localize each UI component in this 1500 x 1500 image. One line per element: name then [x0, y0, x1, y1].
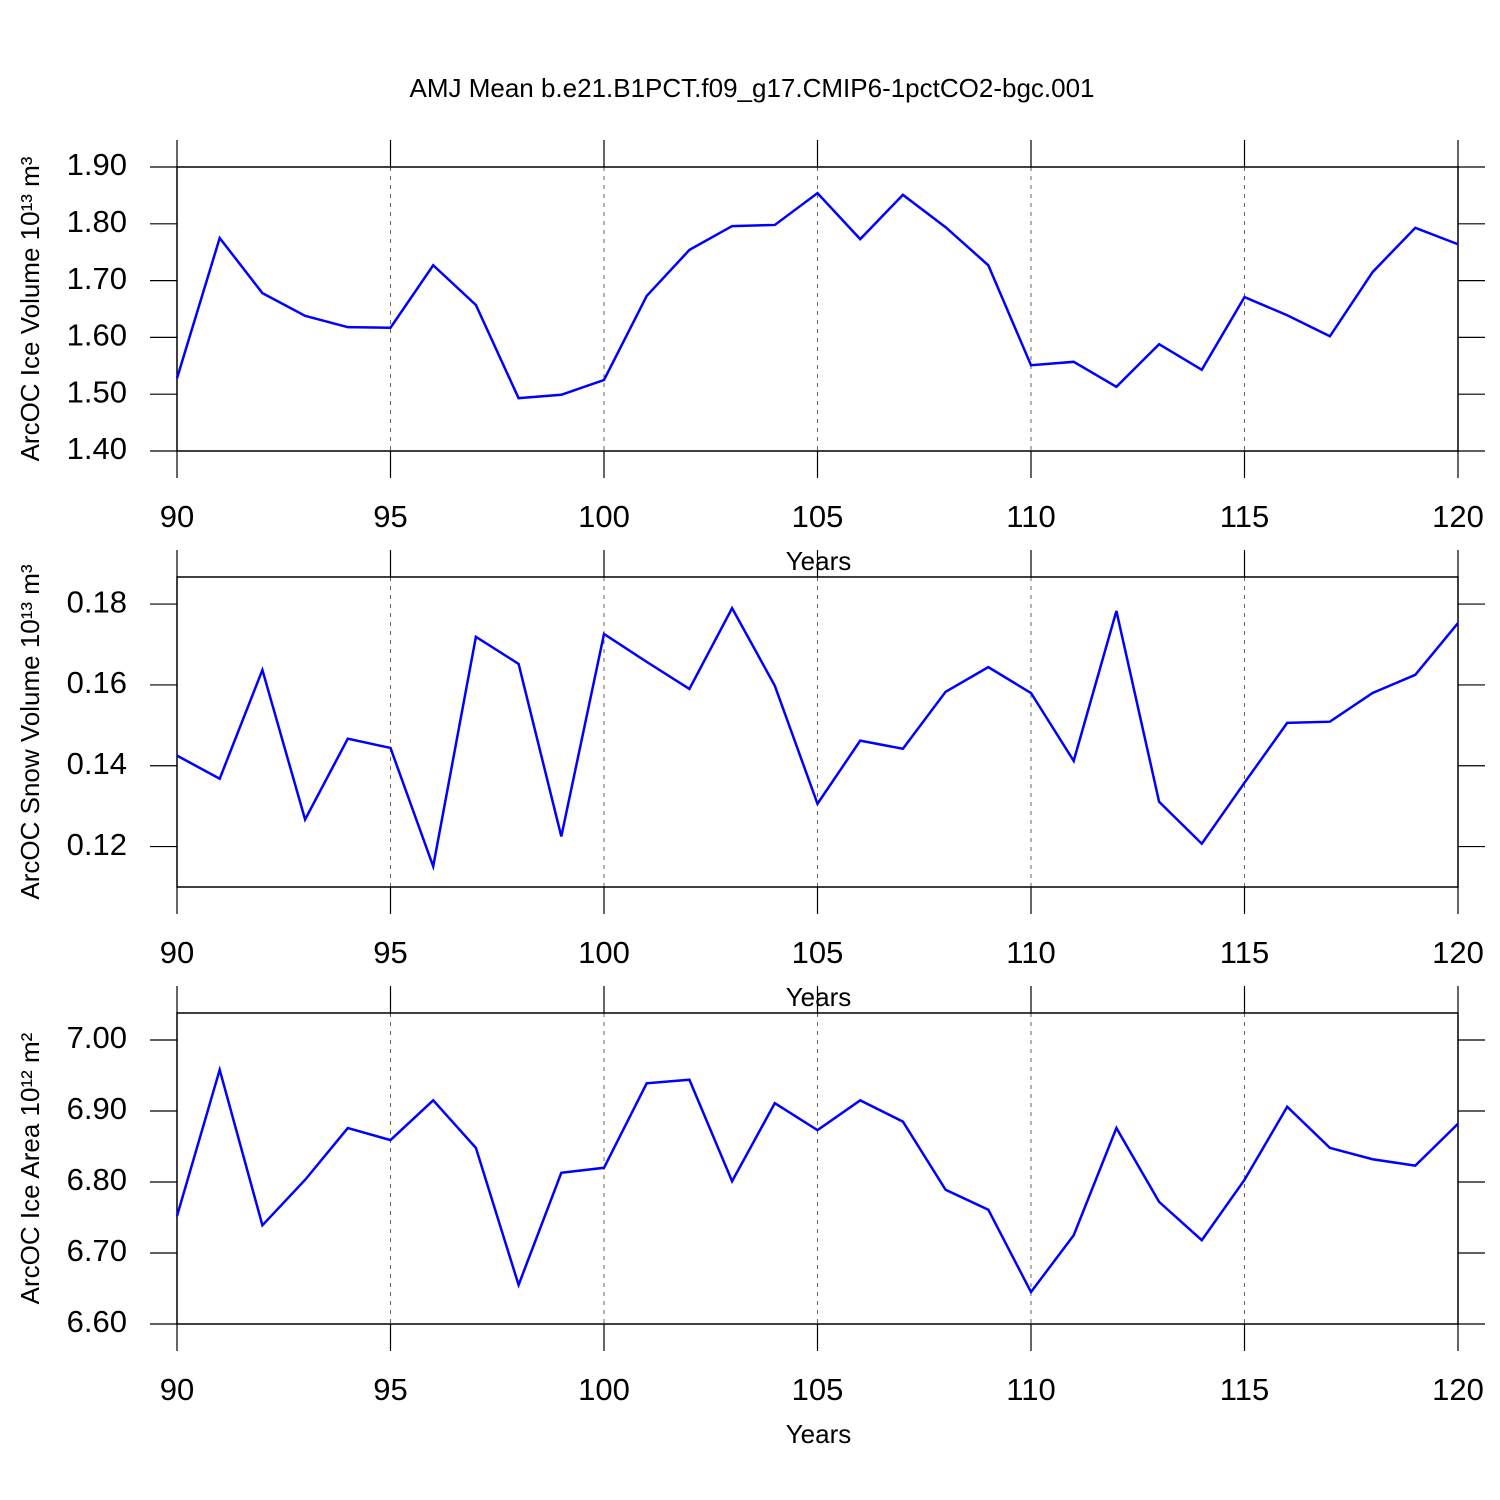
x-tick-label: 95 [373, 499, 407, 534]
x-tick-label: 110 [1006, 1372, 1055, 1407]
y-tick-label: 6.70 [67, 1233, 127, 1268]
y-tick-label: 1.90 [67, 147, 127, 182]
y-tick-label: 6.90 [67, 1091, 127, 1126]
y-tick-label: 1.40 [67, 431, 127, 466]
data-line [175, 191, 1459, 400]
x-tick-label: 120 [1432, 935, 1484, 970]
y-tick-label: 0.18 [67, 584, 127, 619]
x-axis-label: Years [786, 982, 852, 1012]
data-line [176, 605, 1459, 872]
x-tick-label: 95 [373, 1372, 407, 1407]
x-tick-label: 105 [792, 1372, 844, 1407]
x-tick-label: 90 [160, 499, 194, 534]
x-tick-label: 120 [1432, 499, 1484, 534]
plot-frame [176, 576, 1459, 888]
x-tick-label: 90 [160, 935, 194, 970]
x-tick-label: 90 [160, 1372, 194, 1407]
panel: 90 95 100 105 110 115 120 6.60 6.70 6.80 6.90 7.00 Y… [15, 986, 1485, 1449]
y-tick-label: 6.60 [67, 1304, 127, 1339]
plot-frame [176, 1012, 1459, 1325]
panel: 90 95 100 105 110 115 120 0.12 0.14 0.16 0.18 Years… [15, 550, 1485, 1012]
y-tick-label: 1.80 [67, 204, 127, 239]
y-tick-label: 1.60 [67, 318, 127, 353]
x-tick-label: 100 [578, 935, 630, 970]
x-tick-label: 115 [1220, 935, 1269, 970]
x-axis-label: Years [786, 546, 852, 576]
x-tick-label: 105 [792, 935, 844, 970]
x-tick-label: 100 [578, 499, 630, 534]
y-tick-label: 1.50 [67, 374, 127, 409]
x-tick-label: 120 [1432, 1372, 1484, 1407]
y-tick-label: 0.16 [67, 665, 127, 700]
figure-title: AMJ Mean b.e21.B1PCT.f09_g17.CMIP6-1pctC… [409, 73, 1094, 103]
y-tick-label: 6.80 [67, 1162, 127, 1197]
plot-frame [176, 166, 1459, 452]
y-tick-label: 1.70 [67, 261, 127, 296]
x-tick-label: 105 [792, 499, 844, 534]
y-axis-label: ArcOC Ice Area 10¹² m² [15, 1032, 45, 1304]
y-tick-label: 0.14 [67, 746, 127, 781]
x-tick-label: 110 [1006, 499, 1055, 534]
x-tick-label: 115 [1220, 499, 1269, 534]
x-axis-label: Years [786, 1419, 852, 1449]
data-line [175, 1065, 1459, 1295]
x-tick-label: 110 [1006, 935, 1055, 970]
y-tick-label: 7.00 [67, 1020, 127, 1055]
y-tick-label: 0.12 [67, 827, 127, 862]
x-tick-label: 100 [578, 1372, 630, 1407]
x-tick-label: 95 [373, 935, 407, 970]
y-axis-label: ArcOC Snow Volume 10¹³ m³ [15, 564, 45, 900]
y-axis-label: ArcOC Ice Volume 10¹³ m³ [15, 156, 45, 461]
panel: 90 95 100 105 110 115 120 1.40 1.50 1.60 1.70 1.80 1… [15, 140, 1485, 576]
x-tick-label: 115 [1220, 1372, 1269, 1407]
